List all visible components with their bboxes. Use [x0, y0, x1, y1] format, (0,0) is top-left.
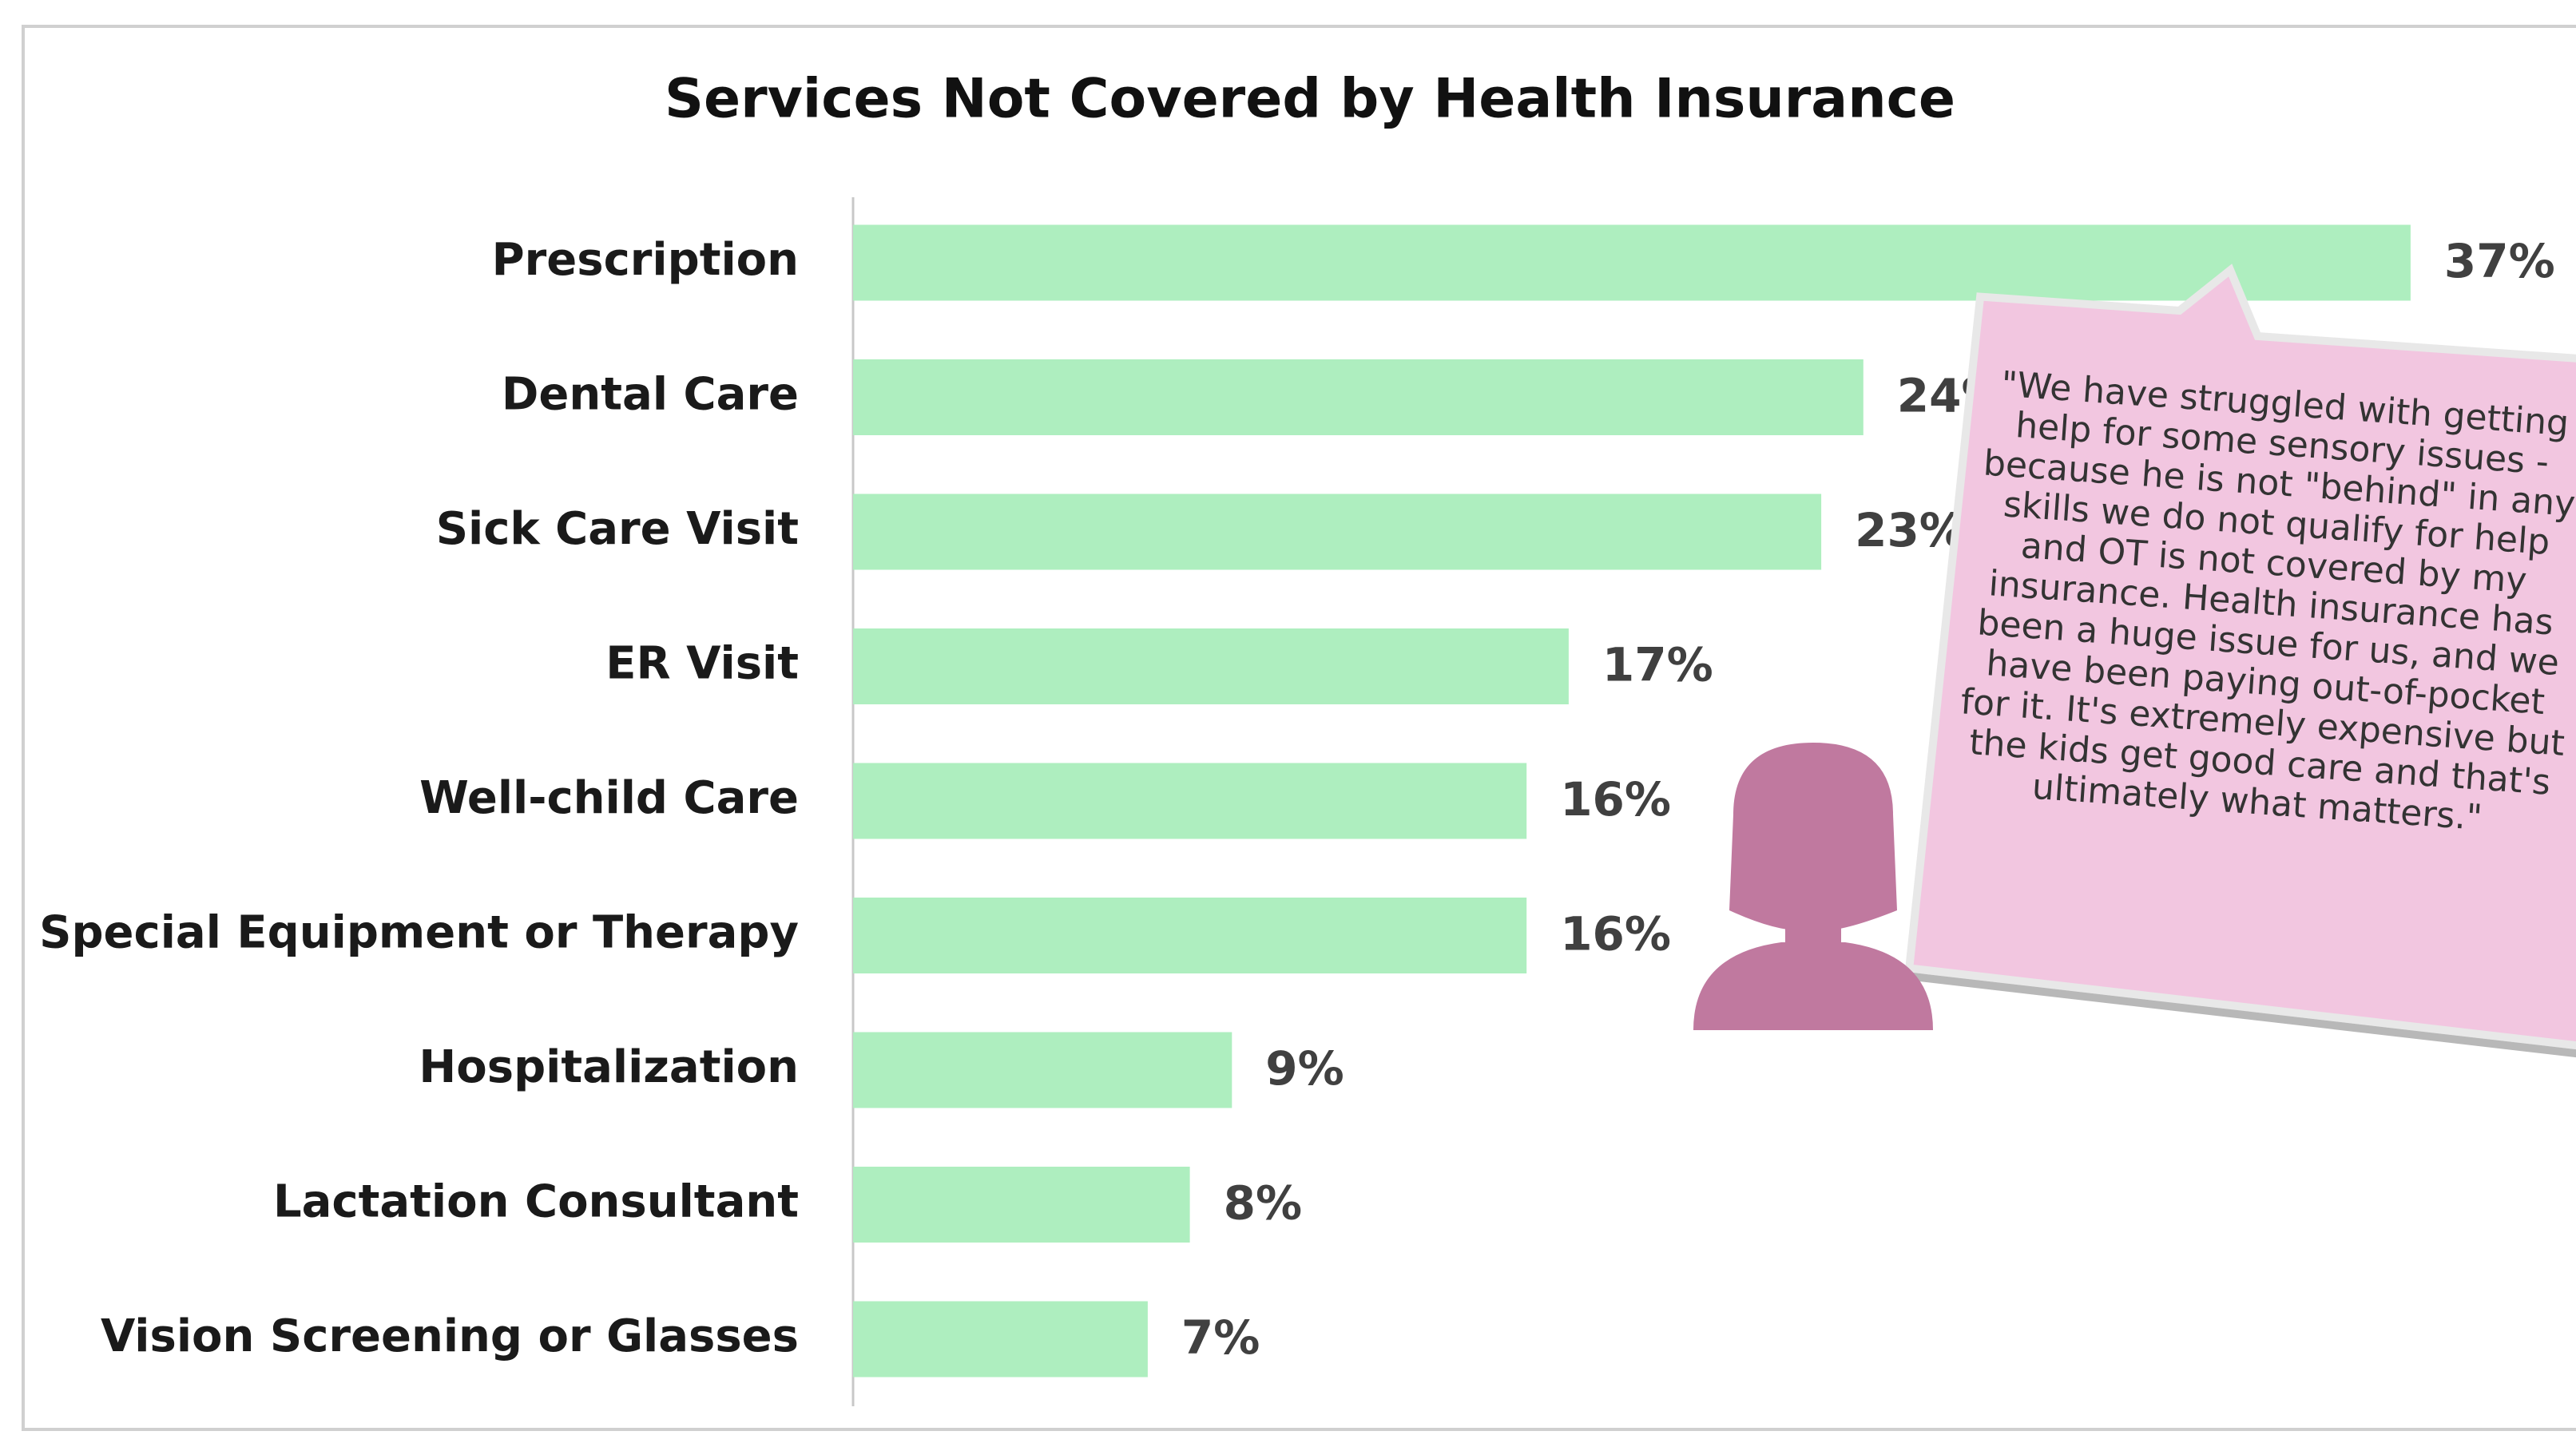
value-label: 16% [1560, 772, 1671, 827]
value-label: 9% [1265, 1041, 1344, 1096]
bar [853, 1167, 1190, 1243]
y-tick-label: Prescription [492, 234, 799, 286]
y-tick-label: Well-child Care [419, 772, 799, 824]
bar [853, 628, 1569, 704]
value-label: 23% [1855, 503, 1966, 557]
value-label: 16% [1560, 907, 1671, 961]
y-tick-label: Dental Care [502, 369, 799, 421]
y-tick-label: Lactation Consultant [273, 1176, 799, 1228]
bar [853, 359, 1864, 435]
y-tick-label: ER Visit [605, 638, 799, 690]
value-label: 7% [1181, 1310, 1260, 1365]
bar [853, 1033, 1232, 1108]
bar [853, 1302, 1148, 1378]
bar [853, 763, 1526, 839]
bar [853, 225, 2411, 301]
bar [853, 898, 1526, 973]
page: Services Not Covered by Health Insurance… [0, 0, 2576, 1435]
y-tick-label: Sick Care Visit [436, 503, 799, 555]
y-tick-label: Special Equipment or Therapy [39, 907, 799, 959]
value-label: 8% [1224, 1176, 1302, 1231]
bar [853, 494, 1821, 570]
value-label: 17% [1602, 638, 1713, 692]
chart: Services Not Covered by Health Insurance… [0, 0, 2576, 1435]
y-tick-label: Vision Screening or Glasses [101, 1310, 799, 1362]
value-label: 37% [2444, 234, 2555, 288]
y-tick-label: Hospitalization [419, 1041, 799, 1093]
chart-title: Services Not Covered by Health Insurance [665, 68, 1955, 131]
